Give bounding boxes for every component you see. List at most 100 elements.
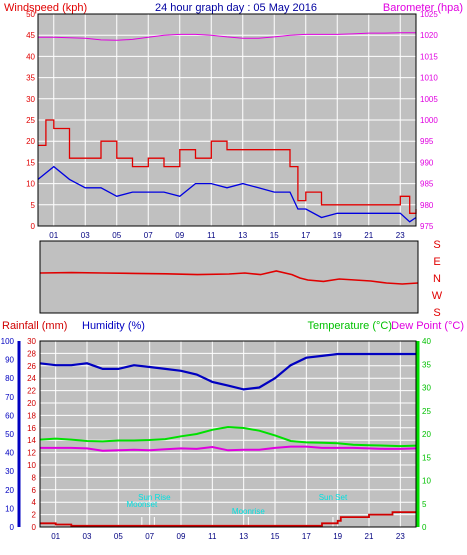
barometer-tick-label: 990 [420,158,434,167]
annotation-moonset: Moonset [126,500,157,509]
wind-tick-label: 15 [26,158,35,167]
wind-baro-panel: 0510152025303540455097598098599099510001… [26,10,438,240]
annotation-sun-set: Sun Set [319,493,348,502]
humidity-tick-label: 30 [5,467,14,476]
dewpoint-line [40,445,417,452]
wind-tick-label: 10 [26,180,35,189]
direction-label-n: N [433,273,441,285]
x-tick-label: 01 [51,532,60,541]
humidity-tick-label: 20 [5,486,14,495]
humidity-tick-label: 100 [1,337,15,346]
wind-tick-label: 20 [26,137,35,146]
rain-tick-label: 12 [27,449,36,458]
x-tick-label: 03 [83,532,92,541]
x-tick-label: 05 [114,532,123,541]
chart-title: 24 hour graph day : 05 May 2016 [155,2,317,14]
barometer-tick-label: 1025 [420,10,438,19]
direction-plot-area [40,241,418,313]
barometer-tick-label: 1020 [420,31,438,40]
x-tick-label: 09 [177,532,186,541]
rain-tick-label: 22 [27,387,36,396]
wind-axis-label: Windspeed (kph) [4,2,87,14]
rain-tick-label: 16 [27,424,36,433]
barometer-tick-label: 985 [420,180,434,189]
barometer-line [38,32,416,41]
lower-plot-area [40,341,416,527]
plot-frame [37,13,417,227]
x-tick-label: 11 [208,532,217,541]
direction-label-e: E [433,256,440,268]
wind-tick-label: 50 [26,10,35,19]
humidity-tick-label: 50 [5,430,14,439]
x-tick-label: 03 [81,231,90,240]
x-tick-label: 05 [112,231,121,240]
direction-plot-frame [39,240,419,314]
temperature-tick-label: 10 [422,477,431,486]
wind-tick-label: 40 [26,52,35,61]
rain-tick-label: 8 [32,473,37,482]
barometer-axis-label: Barometer (hpa) [383,2,463,14]
dewpoint-axis-label: Dew Point (°C) [391,320,464,332]
rain-tick-label: 4 [32,498,37,507]
rain-tick-label: 14 [27,436,36,445]
x-tick-label: 19 [333,231,342,240]
average-wind-line [37,165,417,223]
x-tick-label: 21 [365,532,374,541]
x-tick-label: 21 [364,231,373,240]
rainfall-line [40,511,416,527]
x-tick-label: 01 [49,231,58,240]
barometer-tick-label: 980 [420,201,434,210]
wind-tick-label: 25 [26,116,35,125]
lower-plot-frame [39,340,417,528]
humidity-axis-label: Humidity (%) [82,320,145,332]
x-tick-label: 09 [175,231,184,240]
x-tick-label: 15 [271,532,280,541]
rain-tick-label: 24 [27,374,36,383]
x-tick-label: 15 [270,231,279,240]
annotation-sun-rise: Sun Rise [138,493,171,502]
rainfall-axis-label: Rainfall (mm) [2,320,67,332]
temperature-tick-label: 40 [422,337,431,346]
temperature-tick-label: 30 [422,384,431,393]
x-tick-label: 07 [145,532,154,541]
direction-label-s: S [433,307,440,319]
rain-tick-label: 10 [27,461,36,470]
humidity-line [39,352,416,391]
x-tick-label: 17 [302,532,311,541]
temperature-axis-label: Temperature (°C) [308,320,392,332]
rain-humidity-temp-panel: 0246810121416182022242628300102030405060… [1,337,432,541]
direction-label-s: S [433,239,440,251]
wind-tick-label: 30 [26,95,35,104]
rain-tick-label: 20 [27,399,36,408]
temperature-tick-label: 15 [422,453,431,462]
humidity-tick-label: 60 [5,411,14,420]
x-tick-label: 23 [396,231,405,240]
wind-direction-line [39,270,419,285]
wind-tick-label: 0 [31,222,36,231]
x-tick-label: 11 [207,231,216,240]
humidity-tick-label: 80 [5,374,14,383]
annotation-moonrise: Moonrise [232,507,265,516]
humidity-tick-label: 10 [5,504,14,513]
temperature-tick-label: 35 [422,360,431,369]
rain-tick-label: 2 [32,511,37,520]
temperature-tick-label: 20 [422,430,431,439]
rain-tick-label: 26 [27,362,36,371]
humidity-tick-label: 40 [5,449,14,458]
x-tick-label: 17 [301,231,310,240]
wind-tick-label: 45 [26,31,35,40]
humidity-tick-label: 0 [10,523,15,532]
rain-tick-label: 18 [27,411,36,420]
direction-label-w: W [432,290,443,302]
rain-tick-label: 28 [27,349,36,358]
x-tick-label: 23 [396,532,405,541]
x-tick-label: 13 [239,532,248,541]
rain-tick-label: 0 [32,523,37,532]
wind-tick-label: 5 [31,201,36,210]
x-tick-label: 13 [238,231,247,240]
humidity-tick-label: 70 [5,393,14,402]
x-tick-label: 07 [144,231,153,240]
rain-tick-label: 6 [32,486,37,495]
